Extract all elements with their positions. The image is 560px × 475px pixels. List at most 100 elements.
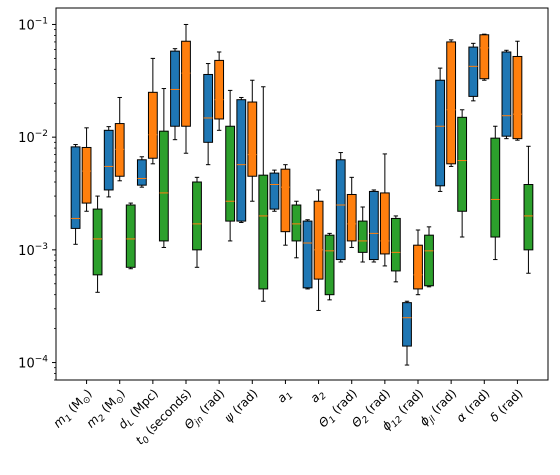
box-body [368,190,379,261]
box-s2-4 [181,23,191,154]
box-body [136,159,147,186]
box-body [468,46,479,97]
box-s3-9 [357,206,368,263]
box-body [181,40,191,127]
box-s3-7 [291,200,302,259]
y-tick-label: 10−1 [18,16,48,33]
box-body [490,137,501,238]
box-s2-9 [346,176,357,248]
box-s1-4 [170,48,180,141]
boxes-layer [70,23,534,366]
box-s2-14 [512,40,523,141]
x-tick-label: α (rad) [454,386,493,425]
box-s3-8 [324,232,335,301]
box-body [357,220,368,253]
y-tick-label: 10−3 [18,242,48,259]
box-s1-9 [335,152,346,263]
box-body [114,123,125,177]
box-body [424,234,434,287]
x-tick-label: a2 [308,386,329,407]
box-body [225,125,236,222]
box-body [269,172,280,210]
box-body [103,129,114,191]
box-s2-3 [147,57,158,165]
box-s1-12 [435,67,446,192]
box-s2-2 [114,96,125,182]
box-body [479,34,490,80]
box-body [170,50,180,127]
box-s1-10 [368,189,379,263]
box-body [125,204,136,268]
box-s3-10 [390,215,401,283]
box-s1-5 [203,63,214,166]
box-s1-11 [402,300,412,366]
box-s2-11 [413,229,423,296]
box-body [258,174,269,290]
box-body [247,101,258,177]
box-s2-8 [313,189,324,311]
box-body [214,59,225,120]
box-body [379,192,390,255]
axes-layer [55,7,549,381]
box-s2-10 [379,153,390,267]
box-body [435,79,446,187]
box-s3-3 [158,88,169,248]
box-body [457,116,468,212]
box-body [313,200,324,280]
box-s2-13 [479,33,490,81]
box-s1-7 [269,169,280,212]
box-s1-14 [501,49,512,140]
box-body [324,234,335,296]
box-s3-4 [192,176,202,268]
box-s3-12 [457,109,468,238]
box-body [236,99,247,222]
box-s1-6 [236,96,247,223]
box-body [192,181,202,251]
x-tick-label: a1 [274,386,295,407]
box-body [512,55,523,140]
box-s1-2 [103,126,114,198]
box-s3-5 [225,89,236,242]
box-s3-1 [92,195,103,293]
y-tick-label: 10−2 [18,129,48,146]
box-body [501,51,512,137]
box-body [335,159,346,261]
box-body [291,204,302,242]
box-body [390,217,401,272]
y-axis: 10−4 10−3 10−2 10−1 [18,16,56,381]
box-s3-11 [424,226,434,288]
x-axis: m1 (M⊙)m2 (M⊙)dL (Mpc)t0 (seconds)Θjn (r… [50,380,526,448]
box-s1-1 [70,144,81,245]
box-s2-5 [214,51,225,131]
box-body [81,146,92,204]
box-s2-6 [247,79,258,202]
box-body [203,73,214,143]
box-s2-12 [446,39,457,167]
box-s1-3 [136,156,147,188]
box-s1-8 [302,219,313,290]
box-body [70,146,81,229]
box-body [446,41,457,165]
x-tick-label: ϕjl (rad) [417,386,462,431]
plot-frame [55,7,549,381]
box-body [147,91,158,159]
box-body [158,130,169,242]
box-body [346,193,357,242]
x-tick-label: ψ (rad) [222,386,261,425]
box-s3-13 [490,125,501,261]
x-tick-label: δ (rad) [487,386,525,424]
box-s2-1 [81,127,92,212]
box-body [413,244,423,290]
box-body [523,184,534,251]
box-body [402,302,412,347]
box-s3-14 [523,145,534,274]
box-body [302,220,313,289]
box-s3-2 [125,202,136,270]
box-s3-6 [258,86,269,302]
box-s1-13 [468,42,479,102]
y-tick-label: 10−4 [18,355,48,372]
box-body [92,208,103,276]
box-s2-7 [280,164,291,246]
